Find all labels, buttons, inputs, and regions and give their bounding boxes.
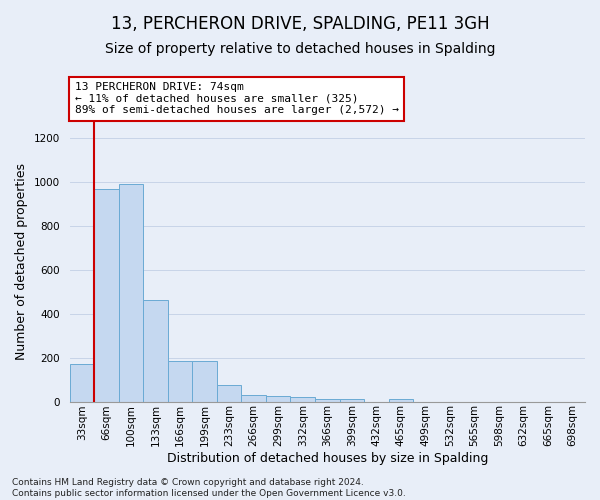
Bar <box>192 361 217 402</box>
Bar <box>217 385 241 402</box>
Bar <box>94 189 119 402</box>
Bar <box>143 300 168 402</box>
Bar <box>168 361 192 402</box>
Text: 13 PERCHERON DRIVE: 74sqm
← 11% of detached houses are smaller (325)
89% of semi: 13 PERCHERON DRIVE: 74sqm ← 11% of detac… <box>74 82 398 116</box>
Bar <box>119 184 143 402</box>
Bar <box>241 395 266 402</box>
Text: Contains HM Land Registry data © Crown copyright and database right 2024.
Contai: Contains HM Land Registry data © Crown c… <box>12 478 406 498</box>
Text: 13, PERCHERON DRIVE, SPALDING, PE11 3GH: 13, PERCHERON DRIVE, SPALDING, PE11 3GH <box>110 15 490 33</box>
Bar <box>70 364 94 402</box>
Bar <box>290 397 315 402</box>
X-axis label: Distribution of detached houses by size in Spalding: Distribution of detached houses by size … <box>167 452 488 465</box>
Bar <box>389 399 413 402</box>
Bar <box>340 399 364 402</box>
Y-axis label: Number of detached properties: Number of detached properties <box>15 162 28 360</box>
Bar <box>315 399 340 402</box>
Bar <box>266 396 290 402</box>
Text: Size of property relative to detached houses in Spalding: Size of property relative to detached ho… <box>105 42 495 56</box>
